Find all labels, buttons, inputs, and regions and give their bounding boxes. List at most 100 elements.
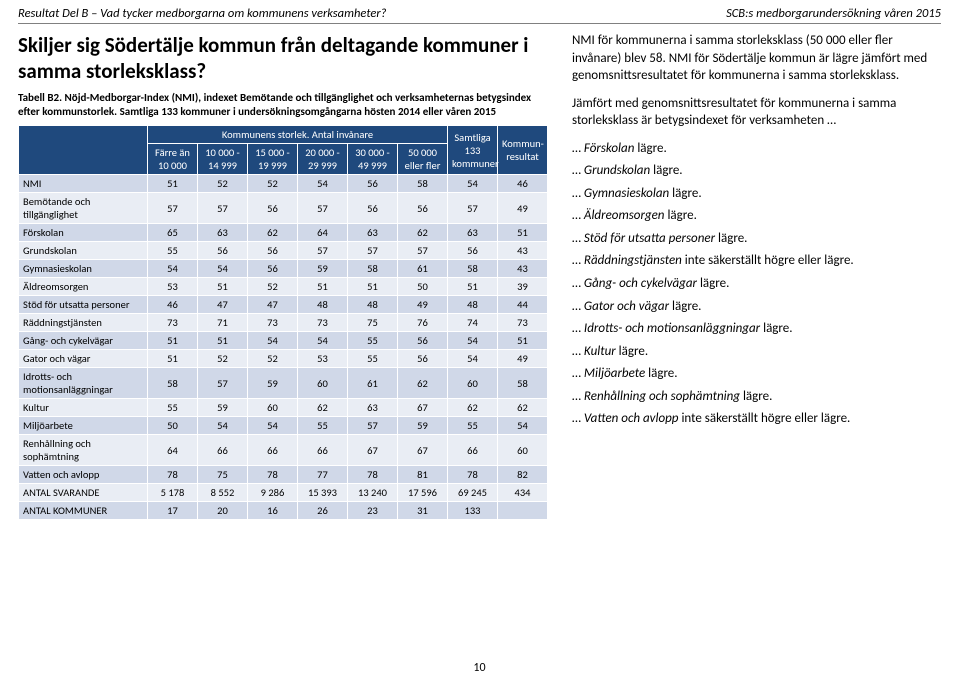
page-number: 10	[473, 661, 485, 675]
table-cell: 59	[398, 417, 448, 435]
table-cell: 51	[348, 278, 398, 296]
table-cell: 58	[498, 368, 548, 399]
row-label: NMI	[19, 175, 148, 193]
table-cell: 56	[248, 260, 298, 278]
table-cell: 60	[298, 368, 348, 399]
bullet-rest: lägre.	[697, 276, 729, 291]
table-row: Renhållning och sophämtning6466666667676…	[19, 435, 548, 466]
bullet-term: Gymnasieskolan	[584, 186, 669, 201]
list-item: … Gång- och cykelvägar lägre.	[572, 275, 941, 293]
paragraph: NMI för kommunerna i samma storleksklass…	[572, 32, 941, 85]
table-row: Vatten och avlopp7875787778817882	[19, 466, 548, 484]
table-cell: 59	[298, 260, 348, 278]
table-cell: 52	[248, 350, 298, 368]
table-cell: 50	[148, 417, 198, 435]
col-header: 20 000 - 29 999	[298, 144, 348, 175]
table-cell: 62	[398, 224, 448, 242]
table-cell: 73	[298, 314, 348, 332]
table-cell: 56	[448, 242, 498, 260]
left-column: Skiljer sig Södertälje kommun från delta…	[18, 32, 548, 520]
table-cell: 75	[198, 466, 248, 484]
row-label: Gator och vägar	[19, 350, 148, 368]
table-cell: 54	[448, 350, 498, 368]
table-cell: 58	[348, 260, 398, 278]
table-cell: 48	[448, 296, 498, 314]
table-cell: 49	[398, 296, 448, 314]
table-cell: 52	[248, 175, 298, 193]
table-cell: 52	[198, 175, 248, 193]
table-row: ANTAL KOMMUNER172016262331133	[19, 502, 548, 520]
table-cell: 53	[148, 278, 198, 296]
table-row: Gymnasieskolan5454565958615843	[19, 260, 548, 278]
list-item: … Stöd för utsatta personer lägre.	[572, 230, 941, 248]
table-cell: 63	[348, 399, 398, 417]
table-row: Miljöarbete5054545557595554	[19, 417, 548, 435]
table-cell: 67	[398, 399, 448, 417]
bullet-rest: lägre.	[669, 186, 701, 201]
table-cell: 51	[148, 175, 198, 193]
table-cell: 73	[248, 314, 298, 332]
table-cell: 56	[348, 175, 398, 193]
row-label: Äldreomsorgen	[19, 278, 148, 296]
table-cell: 56	[398, 332, 448, 350]
table-caption: Tabell B2. Nöjd-Medborgar-Index (NMI), i…	[18, 91, 548, 120]
table-cell: 51	[198, 332, 248, 350]
bullet-term: Förskolan	[584, 141, 634, 156]
table-cell: 78	[348, 466, 398, 484]
table-cell: 73	[148, 314, 198, 332]
bullet-rest: lägre.	[665, 208, 697, 223]
table-cell: 56	[398, 193, 448, 224]
table-cell: 66	[198, 435, 248, 466]
row-label: Räddningstjänsten	[19, 314, 148, 332]
table-cell: 55	[348, 350, 398, 368]
row-label: ANTAL SVARANDE	[19, 484, 148, 502]
bullet-rest: lägre.	[740, 389, 772, 404]
row-label: Idrotts- och motionsanläggningar	[19, 368, 148, 399]
bullet-prefix: …	[572, 231, 584, 246]
table-cell: 57	[448, 193, 498, 224]
right-column: NMI för kommunerna i samma storleksklass…	[572, 32, 941, 520]
table-cell: 78	[448, 466, 498, 484]
table-cell: 13 240	[348, 484, 398, 502]
table-cell: 54	[448, 175, 498, 193]
table-cell: 52	[198, 350, 248, 368]
col-header: Samtliga 133 kommuner	[448, 126, 498, 175]
bullet-term: Grundskolan	[584, 163, 650, 178]
table-cell: 54	[298, 175, 348, 193]
table-cell: 59	[198, 399, 248, 417]
table-cell: 61	[348, 368, 398, 399]
bullet-rest: lägre.	[650, 163, 682, 178]
table-cell: 64	[298, 224, 348, 242]
table-cell: 46	[498, 175, 548, 193]
list-item: … Renhållning och sophämtning lägre.	[572, 388, 941, 406]
table-cell: 81	[398, 466, 448, 484]
table-cell: 47	[248, 296, 298, 314]
table-row: Kultur5559606263676262	[19, 399, 548, 417]
col-header: Färre än 10 000	[148, 144, 198, 175]
table-cell: 82	[498, 466, 548, 484]
bullet-rest: inte säkerställt högre eller lägre.	[679, 411, 851, 426]
bullet-prefix: …	[572, 366, 584, 381]
row-label: Bemötande och tillgänglighet	[19, 193, 148, 224]
table-cell: 62	[298, 399, 348, 417]
bullet-prefix: …	[572, 253, 584, 268]
list-item: … Grundskolan lägre.	[572, 162, 941, 180]
list-item: … Förskolan lägre.	[572, 140, 941, 158]
table-row: Gator och vägar5152525355565449	[19, 350, 548, 368]
table-cell: 54	[498, 417, 548, 435]
table-cell: 51	[148, 350, 198, 368]
row-label: Gymnasieskolan	[19, 260, 148, 278]
row-label: Förskolan	[19, 224, 148, 242]
table-cell: 66	[248, 435, 298, 466]
table-cell: 57	[198, 193, 248, 224]
list-item: … Miljöarbete lägre.	[572, 365, 941, 383]
table-cell: 57	[348, 417, 398, 435]
table-cell: 55	[348, 332, 398, 350]
table-cell: 67	[398, 435, 448, 466]
bullet-prefix: …	[572, 321, 584, 336]
table-cell: 58	[448, 260, 498, 278]
table-cell: 51	[148, 332, 198, 350]
table-cell: 67	[348, 435, 398, 466]
table-head: Kommunens storlek. Antal invånare Samtli…	[19, 126, 548, 175]
row-label: Miljöarbete	[19, 417, 148, 435]
